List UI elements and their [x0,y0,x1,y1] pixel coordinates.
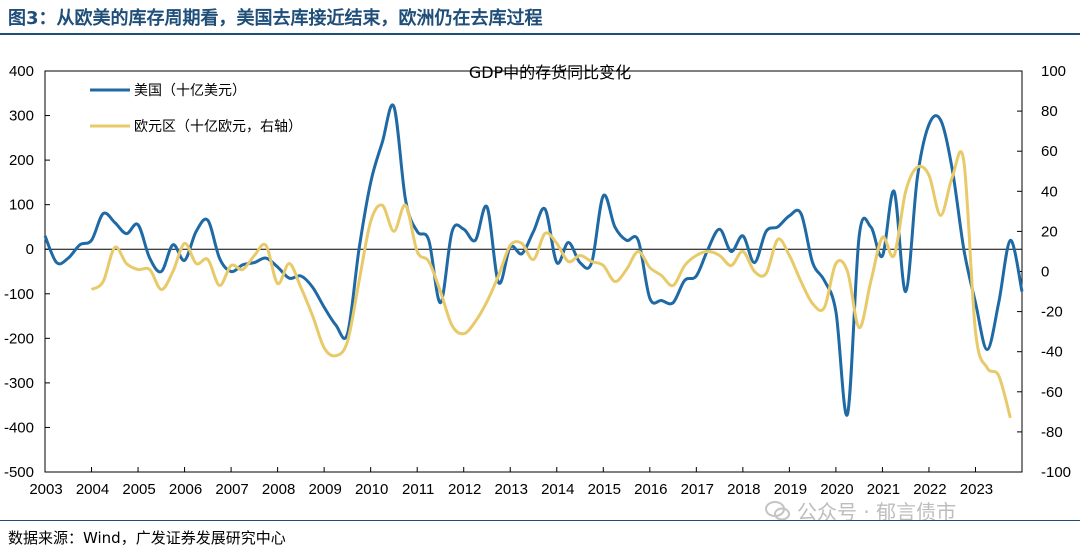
x-tick-label: 2007 [215,481,248,498]
y-left-tick-label: 0 [26,241,34,258]
y-right-tick-label: 40 [1041,183,1058,200]
y-right-tick-label: 80 [1041,103,1058,120]
x-tick-label: 2011 [402,481,434,498]
y-left-tick-label: -400 [4,419,34,436]
y-right-tick-label: 60 [1041,143,1058,160]
x-tick-label: 2009 [308,481,341,498]
y-right-tick-label: 20 [1041,223,1058,240]
x-tick-label: 2019 [774,481,807,498]
y-left-tick-label: 100 [9,197,34,214]
inventory-line-chart: 4003002001000-100-200-300-400-5001008060… [4,63,1071,498]
bottom-divider [0,520,1080,521]
x-tick-label: 2020 [820,481,853,498]
x-tick-label: 2010 [355,481,388,498]
legend-label-eurozone: 欧元区（十亿欧元，右轴） [134,119,302,135]
y-right-tick-label: 100 [1041,63,1066,80]
y-left-tick-label: -500 [4,464,34,481]
y-right-tick-label: 0 [1041,264,1049,281]
chart-title: GDP中的存货同比变化 [469,63,631,82]
y-left-tick-label: -100 [4,286,34,303]
y-left-tick-label: 300 [9,108,34,125]
series-line-us [43,103,1024,417]
x-tick-label: 2022 [913,481,946,498]
x-tick-label: 2005 [122,481,155,498]
y-right-tick-label: -20 [1041,304,1063,321]
x-tick-label: 2015 [588,481,621,498]
x-tick-label: 2004 [76,481,109,498]
x-tick-label: 2012 [448,481,481,498]
y-left-tick-label: -300 [4,375,34,392]
series-layer [43,103,1024,419]
y-left-tick-label: 400 [9,63,34,80]
axes-layer: 4003002001000-100-200-300-400-5001008060… [4,63,1071,498]
y-left-tick-label: 200 [9,152,34,169]
x-tick-label: 2008 [262,481,295,498]
figure-header: 图3：从欧美的库存周期看，美国去库接近结束，欧洲仍在去库过程 [0,0,1080,35]
x-tick-label: 2023 [960,481,993,498]
source-note: 数据来源：Wind，广发证券发展研究中心 [8,529,286,547]
x-tick-label: 2006 [169,481,202,498]
y-left-tick-label: -200 [4,330,34,347]
top-divider [0,33,1080,35]
x-tick-label: 2014 [541,481,574,498]
x-tick-label: 2003 [29,481,62,498]
series-line-eurozone [90,150,1012,419]
x-tick-label: 2017 [681,481,714,498]
y-right-tick-label: -80 [1041,424,1063,441]
legend-label-us: 美国（十亿美元） [134,83,246,99]
y-right-tick-label: -40 [1041,344,1063,361]
x-tick-label: 2021 [867,481,900,498]
y-right-tick-label: -60 [1041,384,1063,401]
legend: 美国（十亿美元） 欧元区（十亿欧元，右轴） [90,83,302,135]
wechat-icon [765,500,790,520]
x-tick-label: 2016 [634,481,667,498]
y-right-tick-label: -100 [1041,464,1071,481]
x-tick-label: 2013 [495,481,528,498]
x-tick-label: 2018 [727,481,760,498]
figure-title: 图3：从欧美的库存周期看，美国去库接近结束，欧洲仍在去库过程 [8,8,543,29]
